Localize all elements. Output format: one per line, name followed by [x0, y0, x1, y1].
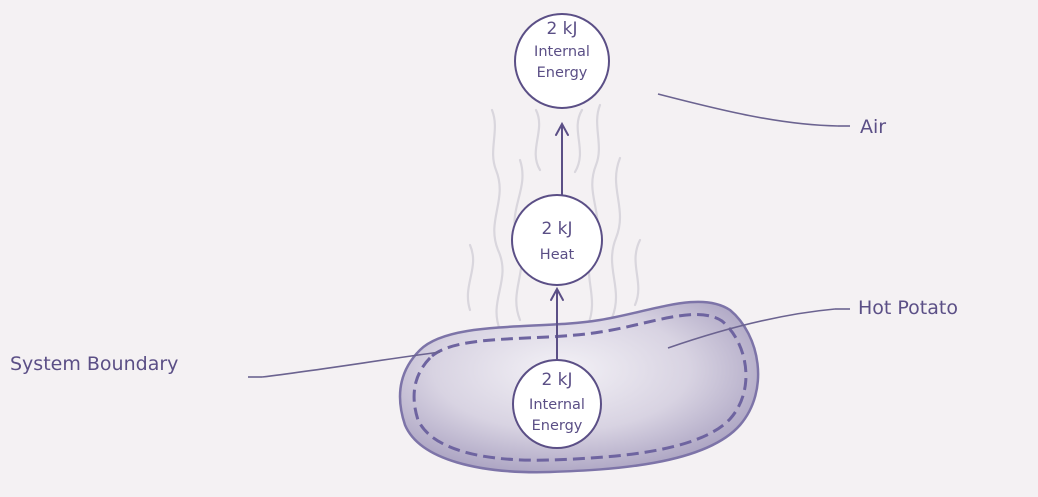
leader-hot-potato [667, 308, 836, 349]
air-energy-line3: Energy [537, 65, 588, 81]
steam-wisps [466, 103, 642, 332]
heat-value: 2 kJ [541, 219, 572, 239]
label-hot-potato: Hot Potato [858, 297, 958, 319]
label-air: Air [860, 116, 886, 138]
leader-air [657, 93, 839, 127]
node-heat: 2 kJ Heat [511, 194, 603, 286]
potato-energy-line2: Internal [529, 397, 585, 413]
leader-lines [248, 93, 850, 378]
air-energy-line2: Internal [534, 44, 590, 60]
system-boundary-line [412, 313, 748, 462]
air-energy-value: 2 kJ [546, 19, 577, 39]
label-system-boundary: System Boundary [10, 353, 178, 375]
node-air-internal-energy: 2 kJ Internal Energy [514, 13, 610, 109]
arrowhead-heat-to-air [555, 121, 569, 136]
arrowhead-potato-to-heat [550, 286, 564, 301]
energy-arrows [550, 121, 569, 366]
potato-energy-value: 2 kJ [541, 370, 572, 390]
heat-label: Heat [540, 247, 575, 263]
leader-system-boundary [261, 351, 441, 378]
potato-energy-line3: Energy [532, 418, 583, 434]
node-potato-internal-energy: 2 kJ Internal Energy [512, 359, 602, 449]
